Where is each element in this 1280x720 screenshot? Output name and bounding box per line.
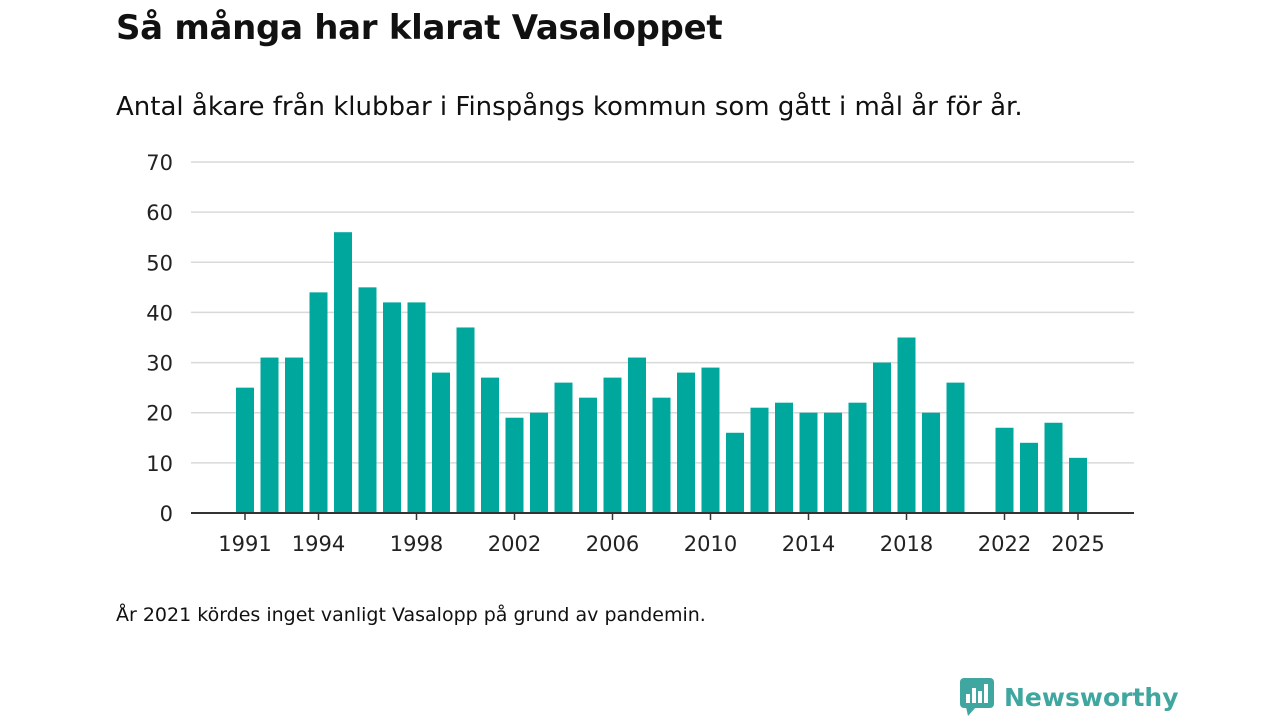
bar-2016[interactable] <box>848 402 867 513</box>
footnote: År 2021 kördes inget vanligt Vasalopp på… <box>116 604 706 626</box>
bar-2020[interactable] <box>946 382 965 513</box>
bar-2022[interactable] <box>995 427 1014 513</box>
bar-2000[interactable] <box>456 327 475 513</box>
bar-1995[interactable] <box>334 232 352 513</box>
y-tick-label: 40 <box>146 301 173 325</box>
bar-2002[interactable] <box>505 417 524 513</box>
bar-2023[interactable] <box>1020 442 1038 513</box>
y-tick-label: 60 <box>146 201 173 225</box>
bar-2019[interactable] <box>922 412 940 513</box>
y-tick-label: 50 <box>146 251 173 275</box>
bar-2001[interactable] <box>481 377 499 513</box>
bar-2006[interactable] <box>603 377 622 513</box>
bar-2005[interactable] <box>579 397 597 513</box>
bar-1999[interactable] <box>432 372 450 513</box>
newsworthy-logo-icon <box>960 678 994 716</box>
bar-2012[interactable] <box>750 407 769 513</box>
bar-2014[interactable] <box>799 412 818 513</box>
x-tick-label: 2002 <box>488 532 541 556</box>
bar-1997[interactable] <box>383 302 401 513</box>
y-tick-label: 10 <box>146 452 173 476</box>
x-tick-label: 2006 <box>586 532 639 556</box>
chart-subtitle: Antal åkare från klubbar i Finspångs kom… <box>116 92 1023 122</box>
bar-2013[interactable] <box>775 402 793 513</box>
x-tick-label: 2025 <box>1051 532 1104 556</box>
y-tick-label: 70 <box>146 151 173 175</box>
bar-1992[interactable] <box>260 357 279 513</box>
x-tick-label: 2014 <box>782 532 835 556</box>
bar-2024[interactable] <box>1044 422 1063 513</box>
bar-2004[interactable] <box>554 382 573 513</box>
bar-2018[interactable] <box>897 337 916 514</box>
bar-2009[interactable] <box>677 372 695 513</box>
bar-2010[interactable] <box>701 367 720 513</box>
newsworthy-brand[interactable]: Newsworthy <box>960 678 1179 716</box>
bar-2008[interactable] <box>652 397 671 513</box>
x-tick-label: 1991 <box>218 532 271 556</box>
bars <box>236 232 1087 513</box>
bar-1991[interactable] <box>236 387 254 513</box>
x-tick-label: 1998 <box>390 532 443 556</box>
brand-name: Newsworthy <box>1004 682 1179 712</box>
bar-2003[interactable] <box>530 412 548 513</box>
x-tick-label: 1994 <box>292 532 345 556</box>
bar-2025[interactable] <box>1069 457 1087 513</box>
bar-chart: 0 10 20 30 40 50 60 70 1991 1994 1998 2002 2006 2010 2… <box>146 151 1134 556</box>
x-tick-label: 2018 <box>880 532 933 556</box>
axes: 0 10 20 30 40 50 60 70 1991 1994 1998 2002 2006 2010 2… <box>146 151 1134 556</box>
bar-1993[interactable] <box>285 357 303 513</box>
bar-2017[interactable] <box>873 362 891 513</box>
bar-1998[interactable] <box>407 302 426 513</box>
chart-title: Så många har klarat Vasaloppet <box>116 8 723 48</box>
bar-2011[interactable] <box>726 432 744 513</box>
y-tick-label: 30 <box>146 352 173 376</box>
y-tick-label: 0 <box>160 502 173 526</box>
bar-1994[interactable] <box>309 292 328 513</box>
bar-1996[interactable] <box>358 287 377 513</box>
x-tick-label: 2010 <box>684 532 737 556</box>
bar-2007[interactable] <box>628 357 646 513</box>
x-tick-label: 2022 <box>978 532 1031 556</box>
y-tick-label: 20 <box>146 402 173 426</box>
bar-2015[interactable] <box>824 412 842 513</box>
